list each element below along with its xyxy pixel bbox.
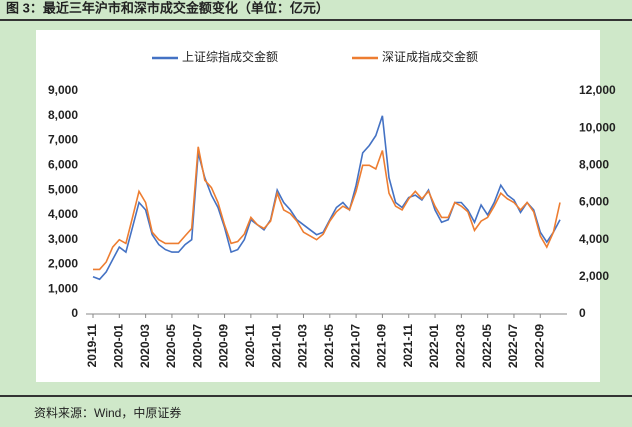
y-tick-label: 0 [71, 306, 78, 320]
x-tick-label: 2020-05 [164, 324, 178, 368]
x-tick-label: 2021-01 [269, 324, 283, 368]
y-tick-label: 2,000 [48, 257, 78, 271]
y2-tick-label: 8,000 [579, 158, 609, 172]
series-line [93, 146, 561, 271]
y2-tick-label: 4,000 [579, 232, 609, 246]
y2-tick-label: 2,000 [579, 269, 609, 283]
x-tick-label: 2022-07 [506, 324, 520, 368]
y2-tick-label: 0 [579, 306, 586, 320]
y-tick-label: 3,000 [48, 232, 78, 246]
y-tick-label: 5,000 [48, 182, 78, 196]
legend-label: 上证综指成交金额 [182, 49, 278, 64]
x-tick-label: 2020-11 [243, 324, 257, 368]
x-tick-label: 2021-03 [296, 324, 310, 368]
x-tick-label: 2020-07 [190, 324, 204, 368]
y2-tick-label: 10,000 [579, 120, 616, 134]
x-tick-label: 2020-09 [217, 324, 231, 368]
x-tick-label: 2022-05 [480, 324, 494, 368]
y2-tick-label: 6,000 [579, 195, 609, 209]
y-tick-label: 7,000 [48, 133, 78, 147]
x-tick-label: 2021-07 [348, 324, 362, 368]
x-tick-label: 2019-11 [85, 324, 99, 368]
x-tick-label: 2022-03 [454, 324, 468, 368]
legend-label: 深证成指成交金额 [382, 49, 478, 64]
plot-panel [36, 30, 600, 382]
y-tick-label: 8,000 [48, 108, 78, 122]
x-tick-label: 2021-11 [401, 324, 415, 368]
x-tick-label: 2020-01 [111, 324, 125, 368]
chart-title: 图 3：最近三年沪市和深市成交金额变化（单位：亿元） [6, 0, 329, 15]
y-tick-label: 9,000 [48, 83, 78, 97]
x-tick-label: 2021-05 [322, 324, 336, 368]
x-tick-label: 2022-09 [532, 324, 546, 368]
y-tick-label: 6,000 [48, 158, 78, 172]
x-tick-label: 2020-03 [138, 324, 152, 368]
y-tick-label: 1,000 [48, 281, 78, 295]
source: 资料来源：Wind，中原证券 [34, 405, 181, 420]
y-tick-label: 4,000 [48, 207, 78, 221]
x-tick-label: 2021-09 [375, 324, 389, 368]
x-tick-label: 2022-01 [427, 324, 441, 368]
y2-tick-label: 12,000 [579, 83, 616, 97]
